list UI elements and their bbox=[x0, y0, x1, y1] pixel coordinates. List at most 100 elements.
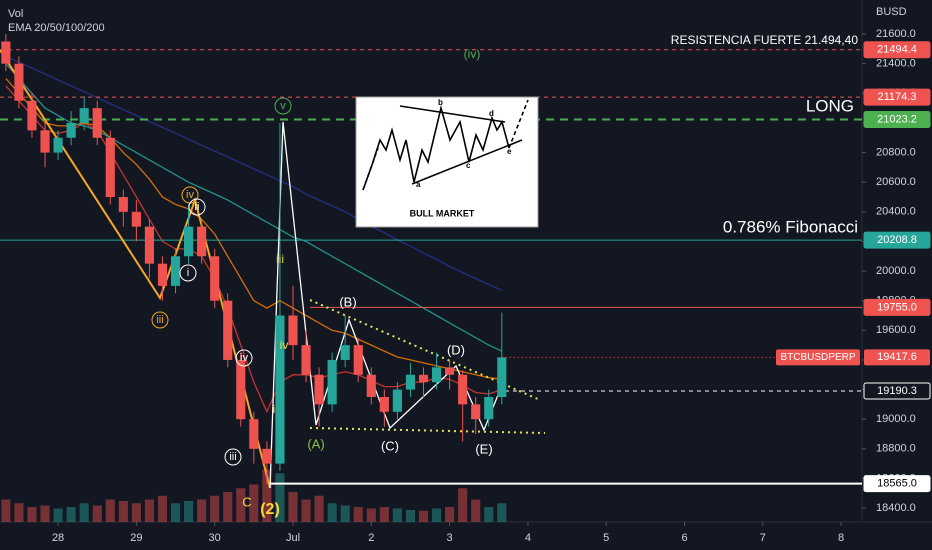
y-tick-label: 20600.0 bbox=[876, 176, 916, 188]
volume-bar bbox=[105, 499, 115, 522]
indicator-label: Vol bbox=[8, 8, 23, 20]
candle-body bbox=[118, 197, 128, 212]
wave-label: iv bbox=[240, 352, 248, 364]
candle-body bbox=[40, 130, 50, 153]
level-tag bbox=[863, 41, 931, 59]
inset-frame bbox=[355, 96, 539, 228]
volume-bar bbox=[118, 501, 128, 522]
level-tag bbox=[863, 298, 931, 316]
candle-body bbox=[1, 41, 11, 64]
volume-bar bbox=[471, 499, 481, 522]
candle-body bbox=[288, 315, 298, 346]
wave-label: (A) bbox=[307, 436, 324, 451]
inset-breakout bbox=[508, 99, 529, 149]
volume-bar bbox=[314, 495, 324, 522]
volume-bar bbox=[66, 507, 76, 522]
symbol-tag bbox=[776, 349, 860, 366]
x-tick-label: 8 bbox=[838, 532, 844, 544]
x-tick-label: 2 bbox=[368, 532, 374, 544]
candle-body bbox=[223, 300, 233, 360]
annotation-circle bbox=[274, 97, 292, 115]
volume-bar bbox=[1, 499, 11, 522]
volume-bar bbox=[27, 507, 37, 522]
inset-point: b bbox=[438, 98, 443, 107]
candle-body bbox=[157, 263, 168, 286]
wave-label: iii bbox=[229, 451, 236, 463]
volume-bar bbox=[184, 501, 194, 522]
candle-body bbox=[197, 226, 207, 257]
x-tick-label: 5 bbox=[603, 532, 609, 544]
y-tick-label: 21400.0 bbox=[876, 58, 916, 70]
level-tag-label: 21174.3 bbox=[878, 91, 917, 103]
last-price-label: 19417.6 bbox=[877, 351, 917, 363]
candle-body bbox=[131, 211, 141, 227]
volume-bar bbox=[53, 508, 63, 522]
y-tick-label: 20800.0 bbox=[876, 146, 916, 158]
inset-point: c bbox=[466, 161, 471, 170]
last-price-tag bbox=[864, 349, 930, 366]
candle-body bbox=[379, 396, 389, 412]
wave-label: (iv) bbox=[464, 47, 481, 61]
ema-line bbox=[5, 85, 503, 414]
level-tag-label: 19755.0 bbox=[877, 301, 917, 313]
candle-body bbox=[27, 100, 37, 131]
ema-line bbox=[5, 63, 503, 352]
wave-label: (E) bbox=[475, 441, 492, 456]
volume-bar bbox=[379, 507, 389, 522]
candle-body bbox=[366, 374, 376, 397]
candle-body bbox=[418, 374, 429, 383]
candle-body bbox=[458, 374, 468, 405]
x-tick-label: 4 bbox=[525, 532, 531, 544]
annotation-circle bbox=[151, 311, 169, 329]
volume-bar bbox=[144, 499, 154, 522]
volume-bar bbox=[197, 499, 207, 522]
wave-label: iv bbox=[280, 338, 289, 352]
inset-lead bbox=[362, 147, 379, 191]
inset-title: BULL MARKET bbox=[410, 208, 475, 218]
volume-bar bbox=[288, 492, 298, 522]
annotation-circle bbox=[224, 448, 242, 466]
volume-bar bbox=[353, 507, 363, 522]
symbol-label: BTCBUSDPERP bbox=[780, 352, 855, 363]
volume-bar bbox=[301, 499, 311, 522]
candle-body bbox=[392, 389, 402, 412]
candle-body bbox=[314, 374, 324, 405]
wave-label: i bbox=[273, 404, 275, 416]
y-tick-label: 20400.0 bbox=[876, 206, 916, 218]
ema-line bbox=[5, 55, 503, 291]
volume-bar bbox=[275, 473, 285, 522]
volume-bar bbox=[210, 495, 220, 522]
wave-label: (D) bbox=[447, 342, 465, 357]
candle-body bbox=[301, 345, 311, 375]
plot-area bbox=[0, 34, 862, 522]
wave-label: v bbox=[280, 100, 286, 112]
candle-body bbox=[53, 137, 63, 153]
volume-bar bbox=[392, 508, 402, 522]
wave-line bbox=[0, 49, 271, 489]
volume-bar bbox=[340, 505, 350, 522]
x-tick-label: 7 bbox=[760, 532, 766, 544]
candle-body bbox=[105, 137, 115, 198]
candle-body bbox=[170, 256, 181, 286]
wave-label: iii bbox=[276, 252, 284, 266]
candle-body bbox=[79, 108, 89, 123]
candle-body bbox=[236, 359, 246, 420]
wave-label: (2) bbox=[260, 501, 280, 518]
candle-body bbox=[92, 108, 102, 138]
annotation-circle bbox=[188, 198, 206, 216]
volume-bar bbox=[431, 508, 442, 522]
inset-point: e bbox=[507, 147, 512, 156]
wave-label: (C) bbox=[381, 438, 399, 453]
volume-bar bbox=[249, 484, 259, 522]
y-tick-label: 20000.0 bbox=[876, 265, 916, 277]
candle-body bbox=[431, 367, 442, 383]
x-tick-label: 28 bbox=[52, 532, 64, 544]
fibonacci-note: 0.786% Fibonacci bbox=[723, 217, 858, 236]
volume-bar bbox=[40, 505, 50, 522]
candle-body bbox=[14, 63, 24, 101]
level-tag-label: 21023.2 bbox=[877, 113, 917, 125]
y-tick-label: 19000.0 bbox=[876, 413, 916, 425]
volume-bar bbox=[458, 488, 468, 522]
